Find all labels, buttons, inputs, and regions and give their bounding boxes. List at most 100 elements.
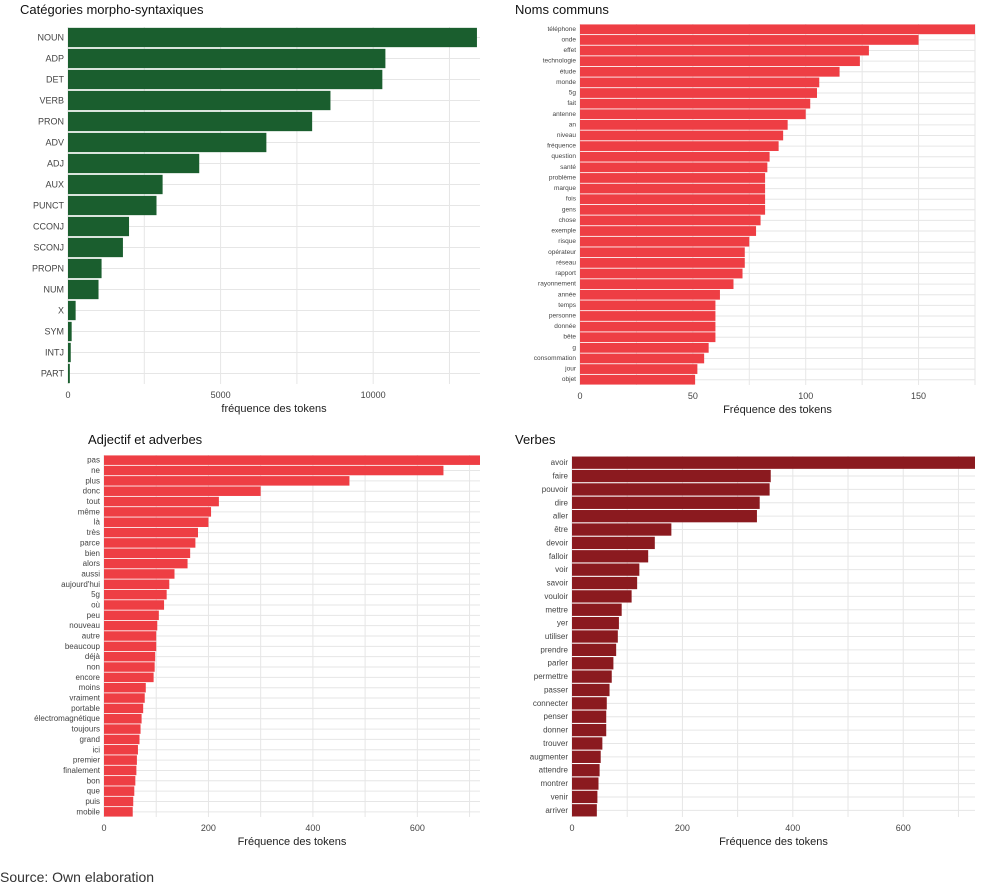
bar-an: [580, 119, 788, 130]
chart-title: Verbes: [515, 432, 556, 447]
category-label: ne: [91, 466, 100, 475]
category-label: falloir: [549, 552, 568, 561]
category-label: X: [58, 306, 64, 316]
bar-année: [580, 289, 720, 300]
category-label: vraiment: [69, 694, 100, 703]
bar-ici: [104, 745, 138, 755]
category-label: SCONJ: [33, 243, 64, 253]
category-label: VERB: [39, 96, 64, 106]
category-label: donner: [543, 726, 568, 735]
category-label: savoir: [547, 579, 569, 588]
bar-arriver: [572, 804, 597, 817]
bar-portable: [104, 703, 144, 714]
category-label: bien: [85, 549, 100, 558]
bar-SCONJ: [68, 237, 123, 258]
bar-PRON: [68, 111, 313, 132]
bar-falloir: [572, 550, 649, 563]
bar-beaucoup: [104, 641, 157, 652]
category-label: où: [91, 600, 100, 609]
category-label: antenne: [553, 111, 577, 118]
category-label: jour: [564, 366, 577, 373]
source-note: Source: Own elaboration: [0, 869, 155, 885]
bar-autre: [104, 631, 157, 641]
bar-5g: [580, 88, 817, 98]
x-axis-label: fréquence des tokens: [221, 403, 327, 415]
category-label: objet: [562, 376, 576, 383]
category-label: déjà: [85, 652, 101, 661]
bar-fait: [580, 98, 811, 109]
category-label: année: [558, 291, 576, 298]
bar-chose: [580, 215, 761, 226]
bar-INTJ: [68, 342, 71, 363]
x-tick-label: 400: [305, 823, 320, 833]
bar-opérateur: [580, 247, 745, 258]
bar-parce: [104, 538, 196, 548]
bar-vouloir: [572, 590, 632, 603]
category-label: fait: [567, 100, 576, 107]
category-label: connecter: [533, 699, 568, 708]
category-label: problème: [549, 174, 576, 181]
category-label: toujours: [72, 725, 100, 734]
bar-antenne: [580, 109, 806, 120]
category-label: parler: [548, 659, 569, 668]
bar-yer: [572, 616, 619, 630]
category-label: avoir: [551, 458, 569, 467]
bar-aussi: [104, 569, 175, 579]
chart-common-nouns: téléphone onde effet technologie étude monde 5…: [515, 2, 976, 416]
category-label: exemple: [551, 228, 576, 235]
bar-technologie: [580, 56, 860, 67]
bar-aller: [572, 510, 757, 523]
chart-title: Adjectif et adverbes: [88, 432, 203, 447]
bar-étude: [580, 66, 840, 77]
category-label: aller: [553, 512, 568, 521]
chart-title: Catégories morpho-syntaxiques: [20, 2, 204, 17]
bar-bon: [104, 776, 136, 786]
category-label: voir: [555, 565, 568, 574]
category-label: bête: [563, 334, 576, 341]
bar-déjà: [104, 651, 156, 662]
category-label: étude: [560, 68, 577, 75]
category-label: bon: [87, 776, 100, 785]
category-label: CCONJ: [33, 222, 64, 232]
category-label: beaucoup: [65, 642, 101, 651]
bar-peu: [104, 610, 159, 621]
bar-vraiment: [104, 693, 145, 703]
category-label: ADJ: [47, 159, 64, 169]
category-label: moins: [79, 683, 100, 692]
category-label: prendre: [540, 645, 568, 654]
bar-bien: [104, 548, 191, 559]
bar-ADP: [68, 48, 386, 69]
category-label: 5g: [91, 590, 100, 599]
category-label: NUM: [44, 285, 65, 295]
bar-voir: [572, 563, 640, 576]
bar-parler: [572, 657, 614, 670]
bar-problème: [580, 173, 766, 183]
category-label: effet: [563, 47, 576, 54]
bar-être: [572, 523, 672, 536]
category-label: pas: [87, 456, 100, 465]
bar-question: [580, 151, 770, 162]
category-label: même: [78, 507, 101, 516]
category-label: gens: [562, 206, 577, 213]
bar-jour: [580, 364, 698, 374]
category-label: ADV: [45, 138, 64, 148]
x-axis-label: Fréquence des tokens: [719, 836, 828, 848]
bar-venir: [572, 790, 598, 804]
category-label: dire: [555, 498, 569, 507]
bar-attendre: [572, 764, 600, 777]
x-tick-label: 150: [911, 391, 926, 401]
category-label: penser: [544, 712, 569, 721]
category-label: technologie: [543, 58, 577, 65]
bar-fois: [580, 194, 766, 205]
category-label: aussi: [81, 569, 100, 578]
bar-nouveau: [104, 620, 158, 631]
bar-rayonnement: [580, 279, 734, 290]
category-label: très: [87, 528, 100, 537]
category-label: tout: [87, 497, 101, 506]
category-label: consommation: [534, 355, 577, 362]
chart-verbs: avoir faire pouvoir dire aller être devoir fall…: [515, 432, 975, 848]
category-label: plus: [85, 476, 100, 485]
bar-devoir: [572, 536, 655, 550]
x-axis-label: Fréquence des tokens: [238, 836, 347, 848]
bar-très: [104, 527, 198, 538]
